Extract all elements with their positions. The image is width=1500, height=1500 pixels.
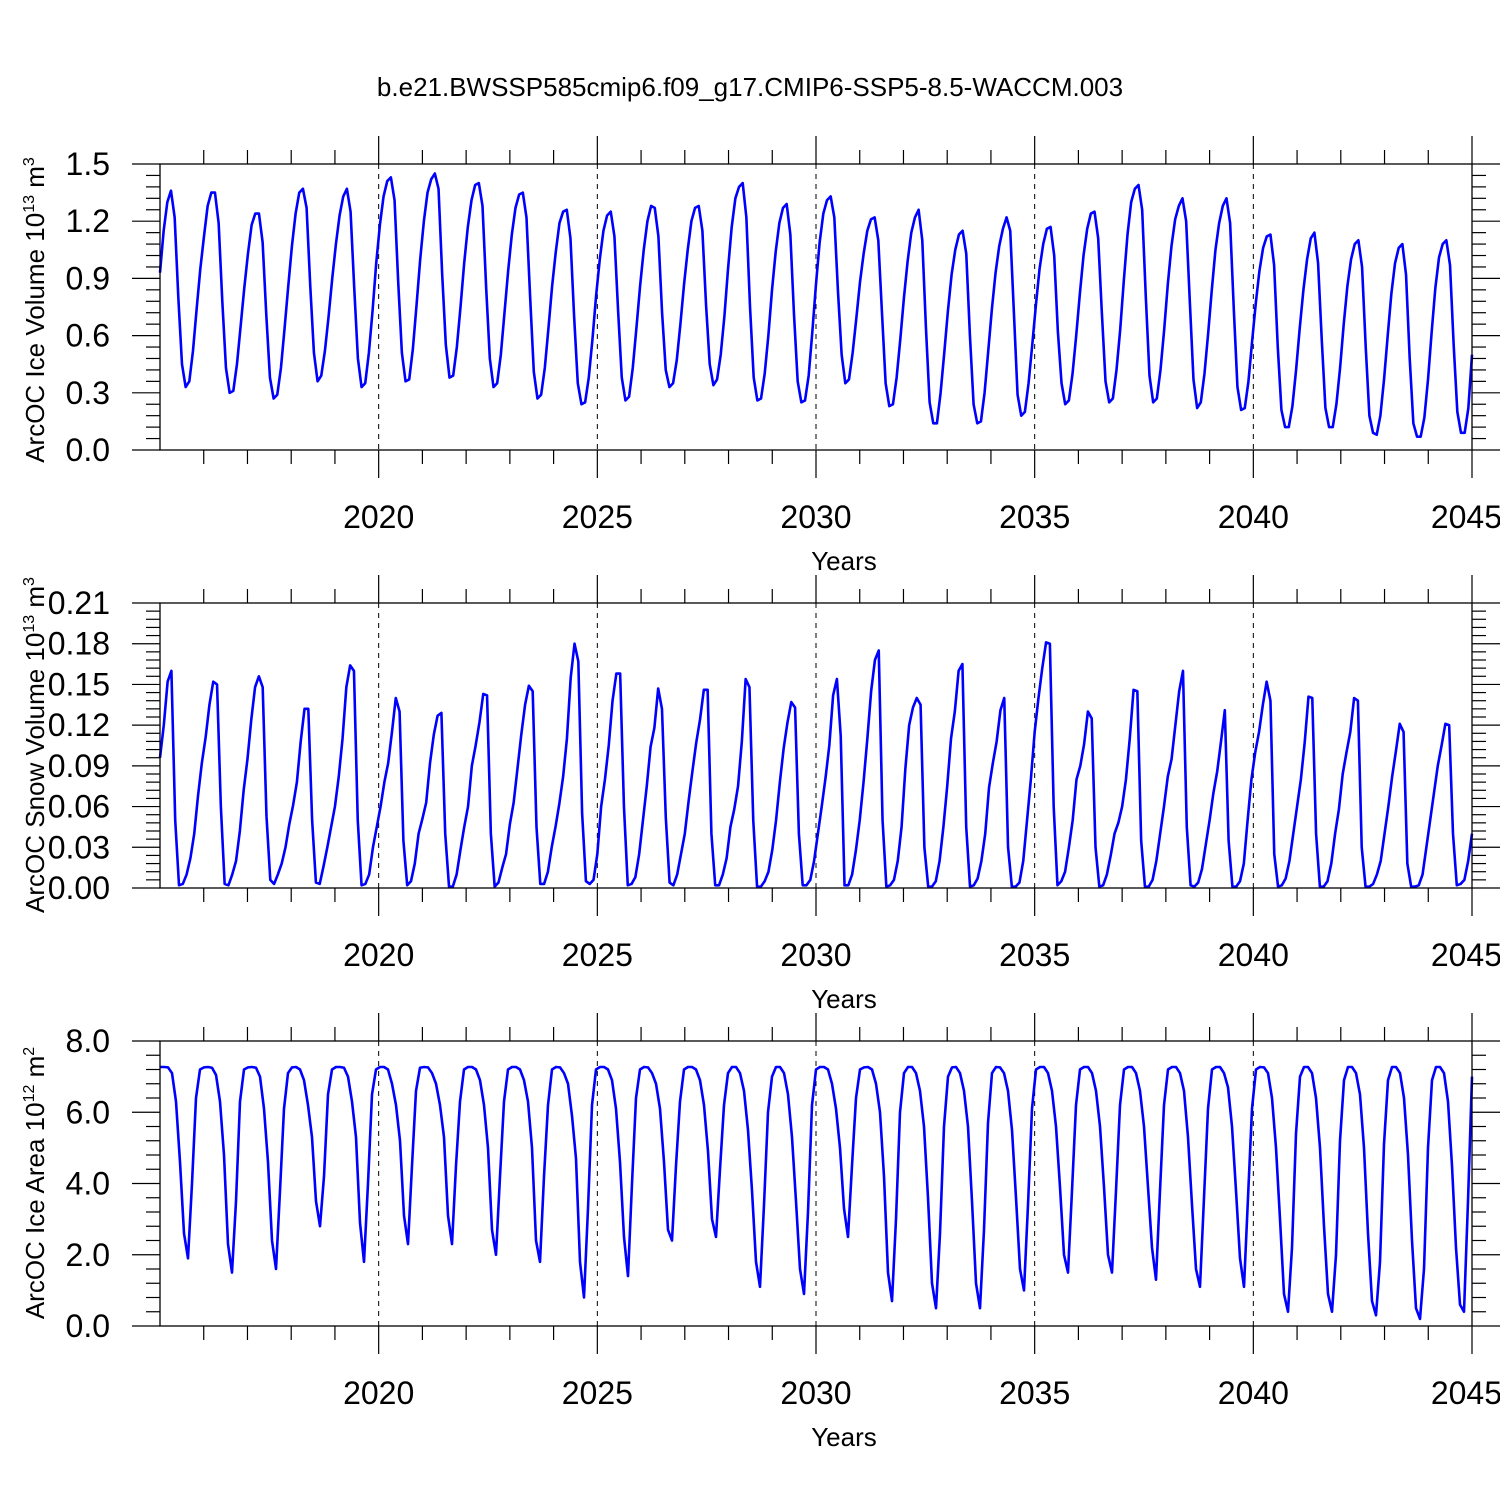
- x-tick-label: 2045: [1431, 499, 1500, 535]
- y-tick-label: 6.0: [66, 1094, 110, 1130]
- x-tick-label: 2020: [343, 1375, 414, 1411]
- y-axis-label: ArcOC Ice Volume 1013 m3: [20, 157, 50, 463]
- y-tick-label: 0.15: [48, 666, 110, 702]
- y-axis-label-exponent: 13: [21, 195, 38, 213]
- y-tick-label: 0.18: [48, 626, 110, 662]
- x-tick-label: 2025: [562, 1375, 633, 1411]
- x-tick-label: 2025: [562, 937, 633, 973]
- y-axis-label-unit: m: [20, 1056, 50, 1085]
- y-axis-label-main: ArcOC Snow Volume 10: [20, 633, 50, 913]
- y-axis-label-unit-exponent: 3: [21, 577, 38, 586]
- y-tick-label: 0.0: [66, 1308, 110, 1344]
- x-tick-label: 2045: [1431, 1375, 1500, 1411]
- y-tick-label: 4.0: [66, 1166, 110, 1202]
- x-tick-label: 2030: [780, 1375, 851, 1411]
- x-axis-label: Years: [811, 984, 877, 1014]
- y-tick-label: 0.09: [48, 748, 110, 784]
- x-tick-label: 2040: [1218, 937, 1289, 973]
- data-line: [158, 641, 1474, 888]
- chart-panel-1: 0.0 0.3 0.6 0.9 1.2 1.5 2020 2025 2030 2035 2040 20…: [20, 136, 1500, 576]
- y-tick-label: 0.00: [48, 870, 110, 906]
- y-axis-label-main: ArcOC Ice Volume 10: [20, 213, 50, 463]
- x-tick-label: 2020: [343, 937, 414, 973]
- y-tick-label: 1.5: [66, 146, 110, 182]
- x-tick-label: 2035: [999, 937, 1070, 973]
- y-axis-label-unit: m: [20, 166, 50, 195]
- x-tick-label: 2035: [999, 1375, 1070, 1411]
- x-axis-label: Years: [811, 546, 877, 576]
- data-line: [160, 1065, 1474, 1321]
- y-axis-label: ArcOC Ice Area 1012 m2: [20, 1047, 50, 1319]
- y-tick-label: 0.03: [48, 829, 110, 865]
- x-tick-label: 2025: [562, 499, 633, 535]
- y-axis-label: ArcOC Snow Volume 1013 m3: [20, 577, 50, 913]
- y-axis-label-unit: m: [20, 586, 50, 615]
- x-tick-label: 2045: [1431, 937, 1500, 973]
- y-tick-label: 0.0: [66, 432, 110, 468]
- x-tick-label: 2020: [343, 499, 414, 535]
- y-tick-label: 0.3: [66, 375, 110, 411]
- y-axis-label-main: ArcOC Ice Area 10: [20, 1102, 50, 1319]
- x-axis-label: Years: [811, 1422, 877, 1452]
- y-axis-label-unit-exponent: 2: [21, 1047, 38, 1056]
- x-tick-label: 2040: [1218, 1375, 1289, 1411]
- y-axis-label-exponent: 12: [21, 1085, 38, 1103]
- y-tick-label: 0.21: [48, 585, 110, 621]
- x-tick-label: 2030: [780, 937, 851, 973]
- y-axis-label-unit-exponent: 3: [21, 157, 38, 166]
- y-tick-label: 0.06: [48, 789, 110, 825]
- x-tick-label: 2040: [1218, 499, 1289, 535]
- y-tick-label: 8.0: [66, 1023, 110, 1059]
- x-tick-label: 2030: [780, 499, 851, 535]
- y-tick-label: 0.9: [66, 260, 110, 296]
- data-line: [158, 172, 1474, 438]
- chart-panel-2: 0.00 0.03 0.06 0.09 0.12 0.15 0.18 0.21 2020 2025…: [20, 575, 1500, 1014]
- y-tick-label: 2.0: [66, 1237, 110, 1273]
- y-tick-label: 1.2: [66, 203, 110, 239]
- figure-title: b.e21.BWSSP585cmip6.f09_g17.CMIP6-SSP5-8…: [377, 72, 1123, 102]
- x-tick-label: 2035: [999, 499, 1070, 535]
- y-tick-label: 0.6: [66, 318, 110, 354]
- y-axis-label-exponent: 13: [21, 615, 38, 633]
- y-tick-label: 0.12: [48, 707, 110, 743]
- chart-panel-3: 0.0 2.0 4.0 6.0 8.0 2020 2025 2030 2035 2040 2045 Y…: [20, 1013, 1500, 1452]
